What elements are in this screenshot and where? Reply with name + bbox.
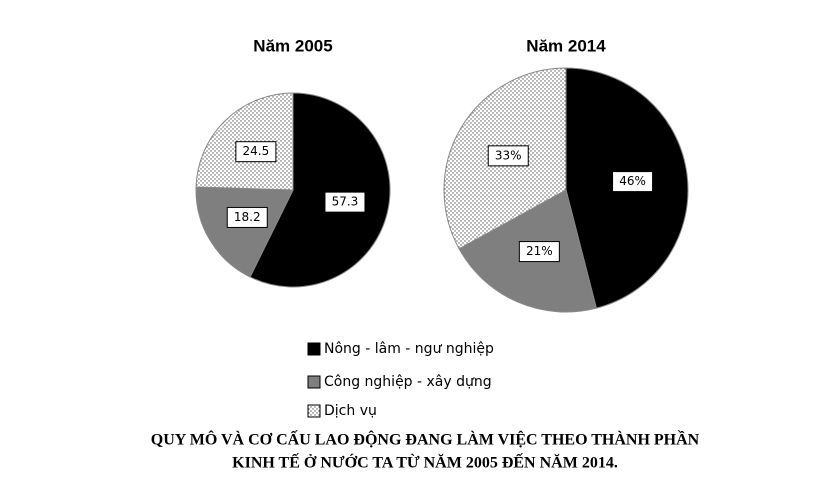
label-box — [226, 206, 268, 228]
pie-title: Năm 2005 — [253, 36, 332, 55]
label-box — [487, 145, 529, 167]
label-box — [324, 191, 366, 213]
label-box — [235, 141, 277, 163]
legend-swatch — [307, 404, 321, 418]
data-label: 18.2 — [234, 210, 261, 224]
label-box — [518, 241, 560, 263]
legend-label: Công nghiệp - xây dựng — [324, 374, 492, 390]
legend-swatch — [307, 375, 321, 389]
pie-title: Năm 2014 — [526, 36, 606, 55]
pie-slice — [195, 186, 294, 278]
data-label: 24.5 — [243, 144, 270, 158]
data-label: 57.3 — [332, 195, 359, 209]
caption: KINH TẾ Ở NƯỚC TA TỪ NĂM 2005 ĐẾN NĂM 20… — [232, 453, 618, 472]
legend-swatch — [307, 342, 321, 356]
data-label: 33% — [495, 148, 522, 162]
caption: QUY MÔ VÀ CƠ CẤU LAO ĐỘNG ĐANG LÀM VIỆC … — [151, 430, 700, 449]
label-box — [612, 171, 654, 193]
legend-label: Nông - lâm - ngư nghiệp — [324, 341, 494, 357]
legend-label: Dịch vụ — [324, 403, 377, 419]
data-label: 46% — [619, 174, 646, 188]
data-label: 21% — [526, 244, 553, 258]
pie-slice — [249, 92, 391, 288]
